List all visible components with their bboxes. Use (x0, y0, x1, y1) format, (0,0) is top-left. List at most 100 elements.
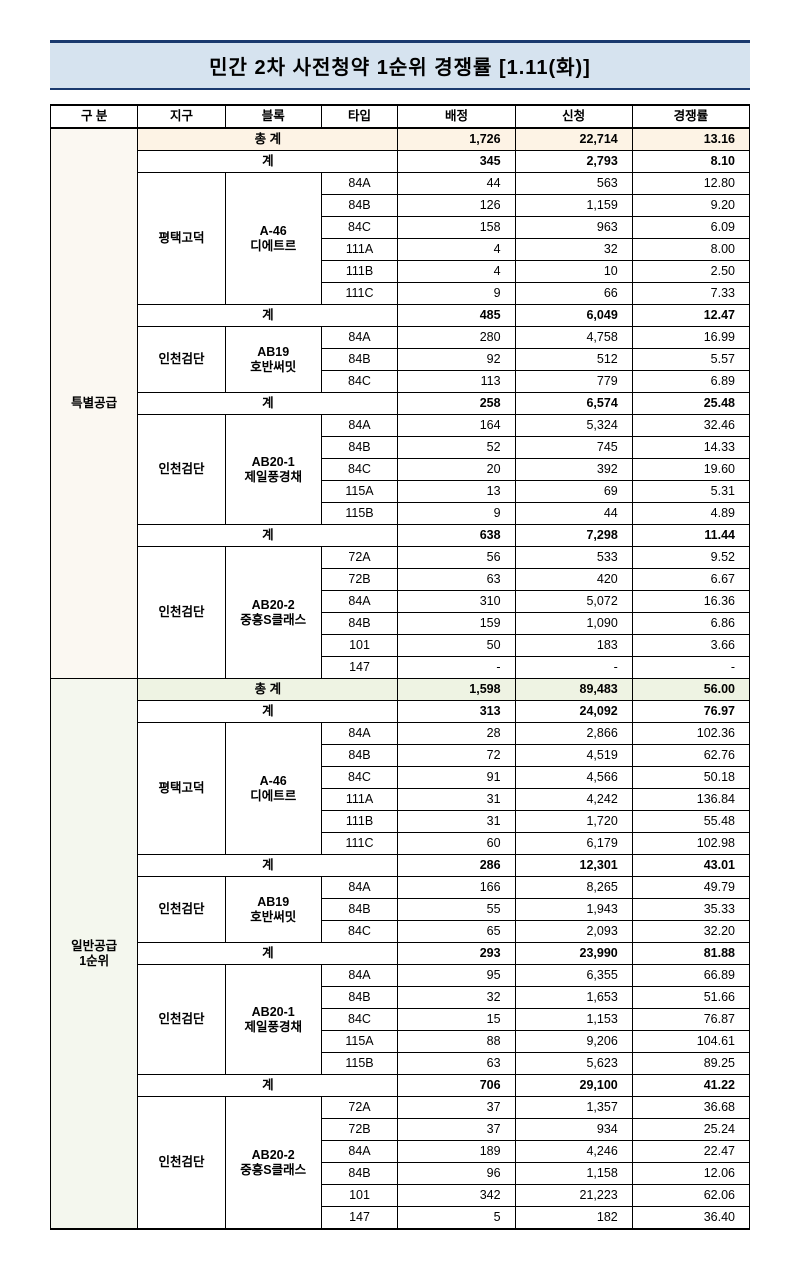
alloc-cell: 166 (398, 877, 515, 899)
apply-cell: 4,519 (515, 745, 632, 767)
alloc-cell: 20 (398, 459, 515, 481)
apply-cell: 420 (515, 569, 632, 591)
subtotal-label: 계 (138, 855, 398, 877)
ratio-cell: 14.33 (632, 437, 749, 459)
type-cell: 115B (321, 1053, 398, 1075)
grand-total-label: 총 계 (138, 128, 398, 151)
apply-cell: 32 (515, 239, 632, 261)
ratio-cell: 9.20 (632, 195, 749, 217)
ratio-cell: 16.99 (632, 327, 749, 349)
table-row: 인천검단AB20-1 제일풍경채84A956,35566.89 (51, 965, 750, 987)
sub-ratio: 8.10 (632, 151, 749, 173)
ratio-cell: 6.86 (632, 613, 749, 635)
type-cell: 111A (321, 239, 398, 261)
apply-cell: 1,159 (515, 195, 632, 217)
table-row: 인천검단AB20-2 중흥S클래스72A565339.52 (51, 547, 750, 569)
block-cell: A-46 디에트르 (225, 723, 321, 855)
subtotal-label: 계 (138, 151, 398, 173)
sub-ratio: 43.01 (632, 855, 749, 877)
alloc-cell: 31 (398, 811, 515, 833)
type-cell: 84A (321, 965, 398, 987)
table-row: 인천검단AB20-1 제일풍경채84A1645,32432.46 (51, 415, 750, 437)
ratio-cell: 8.00 (632, 239, 749, 261)
apply-cell: 934 (515, 1119, 632, 1141)
grand-apply: 89,483 (515, 679, 632, 701)
ratio-cell: 3.66 (632, 635, 749, 657)
alloc-cell: 72 (398, 745, 515, 767)
type-cell: 72A (321, 547, 398, 569)
block-cell: AB20-2 중흥S클래스 (225, 1097, 321, 1230)
type-cell: 84B (321, 899, 398, 921)
sub-alloc: 706 (398, 1075, 515, 1097)
alloc-cell: 158 (398, 217, 515, 239)
apply-cell: 1,153 (515, 1009, 632, 1031)
apply-cell: 182 (515, 1207, 632, 1230)
page-title: 민간 2차 사전청약 1순위 경쟁률 [1.11(화)] (50, 40, 750, 90)
col-header: 경쟁률 (632, 105, 749, 128)
ratio-cell: 6.09 (632, 217, 749, 239)
apply-cell: 21,223 (515, 1185, 632, 1207)
competition-table: 구 분지구블록타입배정신청경쟁률 특별공급총 계1,72622,71413.16… (50, 104, 750, 1230)
type-cell: 84A (321, 415, 398, 437)
apply-cell: 1,090 (515, 613, 632, 635)
alloc-cell: 63 (398, 1053, 515, 1075)
sub-ratio: 41.22 (632, 1075, 749, 1097)
alloc-cell: 52 (398, 437, 515, 459)
alloc-cell: 9 (398, 503, 515, 525)
subtotal-row: 계70629,10041.22 (51, 1075, 750, 1097)
type-cell: 147 (321, 1207, 398, 1230)
ratio-cell: 2.50 (632, 261, 749, 283)
district-cell: 평택고덕 (138, 723, 225, 855)
ratio-cell: 36.40 (632, 1207, 749, 1230)
apply-cell: 6,179 (515, 833, 632, 855)
sub-alloc: 313 (398, 701, 515, 723)
alloc-cell: 13 (398, 481, 515, 503)
subtotal-label: 계 (138, 305, 398, 327)
apply-cell: 1,653 (515, 987, 632, 1009)
col-header: 블록 (225, 105, 321, 128)
ratio-cell: 25.24 (632, 1119, 749, 1141)
alloc-cell: - (398, 657, 515, 679)
subtotal-row: 계29323,99081.88 (51, 943, 750, 965)
col-header: 배정 (398, 105, 515, 128)
grand-total-label: 총 계 (138, 679, 398, 701)
table-row: 인천검단AB20-2 중흥S클래스72A371,35736.68 (51, 1097, 750, 1119)
ratio-cell: 4.89 (632, 503, 749, 525)
type-cell: 84A (321, 877, 398, 899)
subtotal-row: 계3452,7938.10 (51, 151, 750, 173)
alloc-cell: 37 (398, 1097, 515, 1119)
alloc-cell: 310 (398, 591, 515, 613)
apply-cell: 1,720 (515, 811, 632, 833)
table-row: 평택고덕A-46 디에트르84A282,866102.36 (51, 723, 750, 745)
alloc-cell: 4 (398, 261, 515, 283)
apply-cell: 512 (515, 349, 632, 371)
district-cell: 인천검단 (138, 1097, 225, 1230)
type-cell: 84B (321, 613, 398, 635)
col-header: 구 분 (51, 105, 138, 128)
block-cell: AB20-1 제일풍경채 (225, 965, 321, 1075)
apply-cell: 4,566 (515, 767, 632, 789)
sub-apply: 23,990 (515, 943, 632, 965)
type-cell: 84C (321, 921, 398, 943)
apply-cell: 779 (515, 371, 632, 393)
alloc-cell: 113 (398, 371, 515, 393)
alloc-cell: 342 (398, 1185, 515, 1207)
district-cell: 인천검단 (138, 547, 225, 679)
alloc-cell: 4 (398, 239, 515, 261)
ratio-cell: 36.68 (632, 1097, 749, 1119)
sub-alloc: 286 (398, 855, 515, 877)
alloc-cell: 9 (398, 283, 515, 305)
apply-cell: 1,158 (515, 1163, 632, 1185)
alloc-cell: 189 (398, 1141, 515, 1163)
apply-cell: 2,093 (515, 921, 632, 943)
sub-apply: 29,100 (515, 1075, 632, 1097)
sub-alloc: 258 (398, 393, 515, 415)
apply-cell: 1,357 (515, 1097, 632, 1119)
sub-ratio: 76.97 (632, 701, 749, 723)
ratio-cell: 6.67 (632, 569, 749, 591)
ratio-cell: 104.61 (632, 1031, 749, 1053)
category-cell: 일반공급 1순위 (51, 679, 138, 1230)
apply-cell: 8,265 (515, 877, 632, 899)
apply-cell: 392 (515, 459, 632, 481)
apply-cell: 745 (515, 437, 632, 459)
